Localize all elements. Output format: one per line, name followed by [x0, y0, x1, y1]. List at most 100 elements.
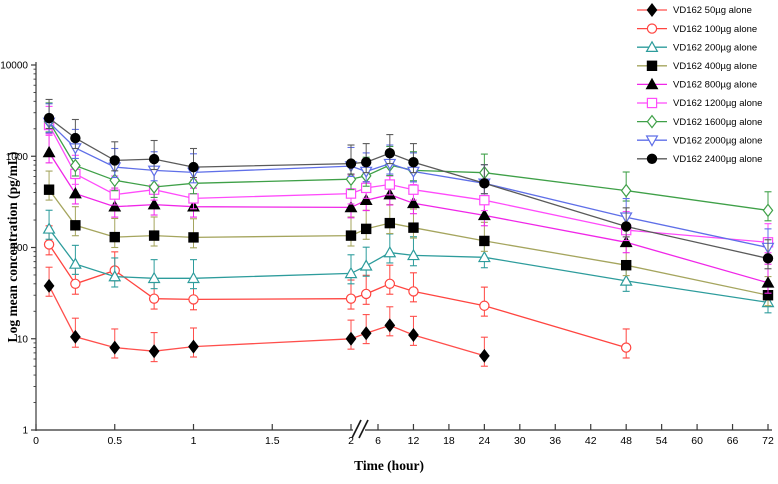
- x-tick-label: 0.5: [107, 435, 122, 447]
- series-line: [48, 244, 627, 349]
- legend-item: VD162 50µg alone: [637, 3, 752, 17]
- diamond-filled-marker: [408, 327, 419, 342]
- circle-open-marker: [148, 293, 160, 304]
- circle-filled-marker: [345, 158, 357, 169]
- triangle-up-filled-marker: [645, 77, 659, 90]
- square-filled-marker: [188, 232, 199, 243]
- legend-item: VD162 100µg alone: [637, 23, 757, 35]
- triangle-up-filled-marker: [477, 208, 491, 221]
- x-tick-label: 12: [408, 435, 420, 447]
- square-filled-marker: [345, 230, 357, 241]
- x-tick-label: 42: [585, 435, 597, 447]
- y-tick-label: 100: [11, 243, 28, 254]
- triangle-up-open-marker: [42, 222, 56, 234]
- x-tick-label: 1.5: [265, 435, 280, 447]
- legend-label: VD162 1200µg alone: [673, 98, 762, 109]
- triangle-up-open-marker: [383, 245, 397, 258]
- diamond-filled-marker: [479, 348, 490, 363]
- legend-label: VD162 50µg alone: [673, 5, 752, 16]
- legend: VD162 50µg alone VD162 100µg alone VD162 2…: [637, 3, 762, 165]
- diamond-filled-marker: [646, 3, 658, 17]
- diamond-open-marker: [646, 114, 658, 129]
- legend-label: VD162 200µg alone: [673, 42, 757, 53]
- x-tick-label: 1: [191, 435, 197, 447]
- diamond-filled-marker: [345, 331, 357, 346]
- circle-open-marker: [70, 278, 81, 290]
- triangle-up-filled-marker: [147, 198, 161, 210]
- square-open-marker: [188, 193, 199, 204]
- triangle-up-filled-marker: [359, 193, 373, 205]
- series-vd162-100µg-alone: [43, 225, 632, 359]
- square-open-marker: [479, 194, 490, 206]
- diamond-filled-marker: [70, 329, 81, 344]
- triangle-up-filled-marker: [108, 200, 122, 212]
- diamond-open-marker: [762, 203, 774, 218]
- series-line: [48, 121, 769, 212]
- legend-label: VD162 2000µg alone: [673, 135, 762, 146]
- legend-label: VD162 2400µg alone: [673, 154, 762, 165]
- series-vd162-200µg-alone: [42, 209, 775, 314]
- x-tick-label: 54: [656, 435, 668, 447]
- x-tick-label: 24: [479, 435, 491, 447]
- x-tick-label: 60: [691, 435, 703, 447]
- diamond-filled-marker: [148, 344, 160, 359]
- legend-label: VD162 100µg alone: [673, 24, 757, 35]
- legend-item: VD162 1200µg alone: [637, 97, 762, 109]
- triangle-down-open-marker: [645, 135, 659, 147]
- circle-open-marker: [479, 300, 490, 311]
- circle-open-marker: [345, 293, 357, 304]
- legend-item: VD162 1600µg alone: [637, 114, 762, 129]
- x-tick-label: 0: [33, 435, 39, 447]
- triangle-up-open-marker: [619, 274, 633, 286]
- triangle-up-filled-marker: [42, 145, 56, 158]
- diamond-open-marker: [70, 158, 81, 173]
- triangle-up-open-marker: [147, 271, 161, 284]
- diamond-filled-marker: [384, 318, 396, 333]
- legend-label: VD162 800µg alone: [673, 80, 757, 91]
- x-tick-label: 2: [348, 435, 354, 447]
- legend-item: VD162 400µg alone: [637, 60, 757, 72]
- x-tick-label: 36: [549, 435, 561, 447]
- square-filled-marker: [360, 223, 372, 235]
- square-open-marker: [646, 97, 658, 109]
- circle-filled-marker: [360, 157, 372, 168]
- square-filled-marker: [620, 259, 632, 271]
- diamond-open-marker: [620, 183, 632, 198]
- triangle-up-filled-marker: [344, 200, 358, 213]
- x-tick-label: 30: [514, 435, 526, 447]
- square-open-marker: [109, 189, 120, 200]
- square-filled-marker: [43, 184, 55, 195]
- legend-item: VD162 800µg alone: [637, 77, 757, 91]
- series-line: [48, 152, 769, 284]
- triangle-up-open-marker: [108, 269, 122, 282]
- y-tick-label: 10000: [0, 61, 28, 72]
- axis-break-gap: [353, 426, 365, 434]
- circle-filled-marker: [762, 253, 774, 264]
- circle-filled-marker: [408, 157, 419, 168]
- circle-filled-marker: [148, 153, 160, 165]
- diamond-filled-marker: [109, 340, 121, 355]
- series-line: [48, 124, 769, 243]
- x-tick-label: 48: [620, 435, 632, 447]
- triangle-up-filled-marker: [761, 276, 775, 288]
- legend-label: VD162 400µg alone: [673, 61, 757, 72]
- y-tick-label: 1000: [6, 152, 29, 163]
- circle-open-marker: [384, 278, 396, 290]
- triangle-up-filled-marker: [407, 196, 420, 209]
- legend-label: VD162 1600µg alone: [673, 117, 762, 128]
- triangle-up-open-marker: [344, 266, 358, 279]
- square-filled-marker: [479, 235, 490, 247]
- circle-filled-marker: [109, 155, 120, 166]
- diamond-filled-marker: [188, 339, 199, 354]
- square-open-marker: [345, 188, 357, 199]
- circle-open-marker: [408, 286, 419, 297]
- legend-item: VD162 2400µg alone: [637, 153, 762, 165]
- diamond-filled-marker: [43, 278, 55, 293]
- triangle-up-open-marker: [645, 40, 659, 52]
- square-filled-marker: [384, 217, 396, 229]
- x-tick-label: 72: [762, 435, 774, 447]
- series-line: [48, 117, 769, 260]
- triangle-up-open-marker: [477, 250, 491, 263]
- legend-item: VD162 200µg alone: [637, 40, 757, 53]
